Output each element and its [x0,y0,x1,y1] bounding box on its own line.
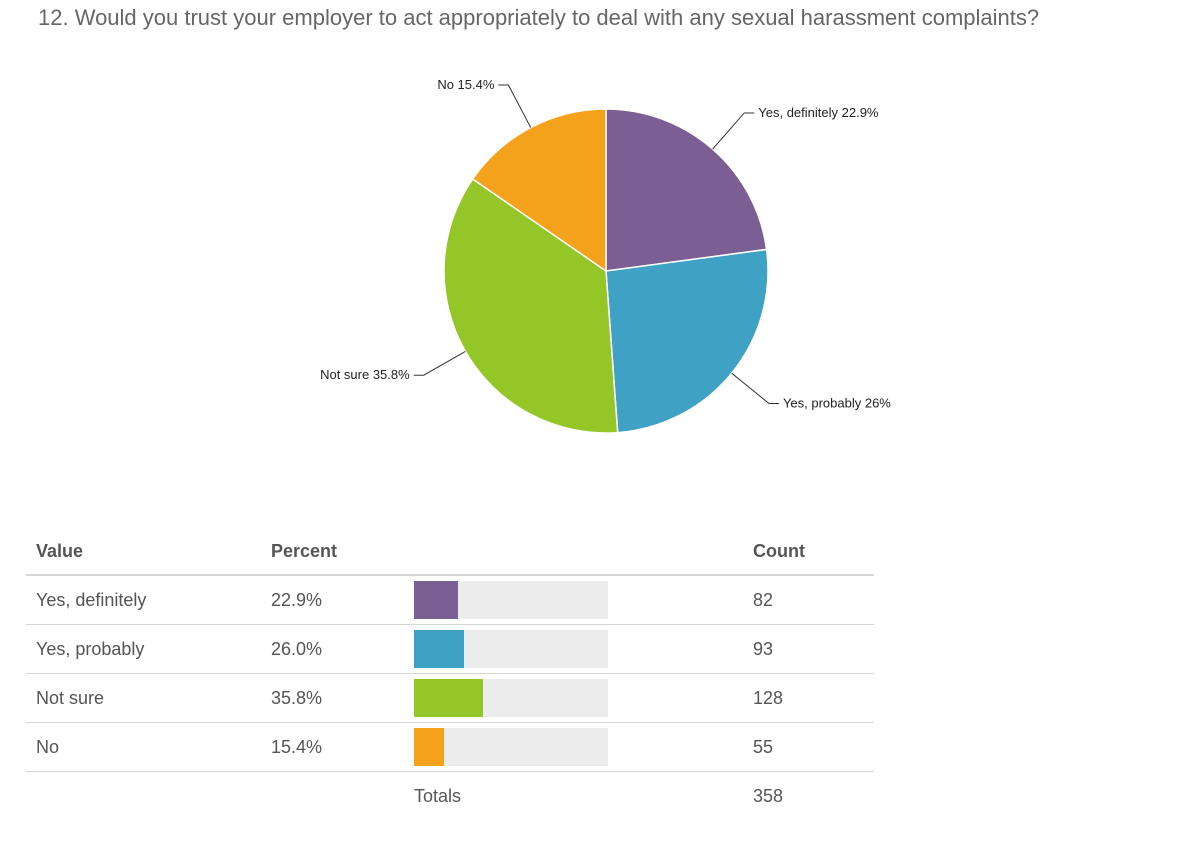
row-count: 55 [743,722,874,772]
table-row: No 15.4% 55 [26,722,874,772]
row-bar-cell [404,722,743,772]
percent-bar-track [414,581,608,619]
callout-line [731,372,779,404]
totals-empty [26,772,261,821]
table-header-row: Value Percent Count [26,528,874,576]
row-percent: 22.9% [261,575,404,625]
row-count: 82 [743,575,874,625]
row-percent: 15.4% [261,722,404,772]
table-row: Not sure 35.8% 128 [26,673,874,723]
results-table: Value Percent Count Yes, definitely 22.9%… [26,528,874,820]
row-bar-cell [404,673,743,723]
callout-label: No 15.4% [437,77,495,92]
pie-slice-yes-probably [605,248,769,434]
pie-slice-no [471,108,607,273]
callout-label: Yes, definitely 22.9% [758,105,879,120]
row-value: Yes, definitely [26,575,261,625]
row-value: Yes, probably [26,624,261,674]
callout-line [413,350,466,376]
header-count: Count [743,528,874,576]
percent-bar-fill [414,581,459,619]
totals-count: 358 [753,785,784,806]
header-bar [404,528,743,576]
percent-bar-track [414,679,608,717]
row-bar-cell [404,624,743,674]
header-percent: Percent [261,528,404,576]
callout-label: Not sure 35.8% [320,367,410,382]
table-row: Yes, definitely 22.9% 82 [26,575,874,625]
pie-slice-not-sure [443,177,619,434]
row-bar-cell [404,575,743,625]
totals-label: Totals [414,785,462,806]
totals-empty [261,772,404,821]
table-row: Yes, probably 26.0% 93 [26,624,874,674]
percent-bar-fill [414,630,465,668]
percent-bar-track [414,630,608,668]
totals-row: Totals 358 [26,772,874,821]
row-count: 128 [743,673,874,723]
row-value: No [26,722,261,772]
callout-label: Yes, probably 26% [783,395,891,410]
row-count: 93 [743,624,874,674]
callout-line [712,112,755,150]
percent-bar-track [414,728,608,766]
question-title: 12. Would you trust your employer to act… [38,5,1040,30]
percent-bar-fill [414,728,444,766]
pie-slice-yes-definitely [605,108,768,272]
header-value: Value [26,528,261,576]
row-percent: 26.0% [261,624,404,674]
row-percent: 35.8% [261,673,404,723]
callout-line [498,84,532,128]
pie-chart: Yes, definitely 22.9% Yes, probably 26% No… [320,77,891,434]
percent-bar-fill [414,679,484,717]
row-value: Not sure [26,673,261,723]
